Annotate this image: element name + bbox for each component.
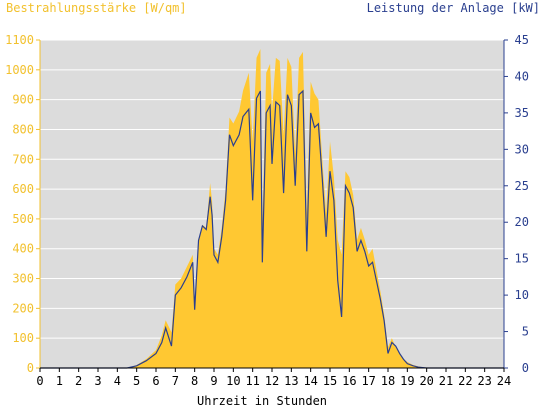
y-left-tick-label: 800: [12, 122, 34, 136]
y-right-tick-label: 45: [515, 33, 529, 47]
y-right-tick-label: 10: [515, 288, 529, 302]
y-right-tick-label: 40: [515, 69, 529, 83]
right-axis-title: Leistung der Anlage [kW]: [367, 1, 540, 15]
x-tick-label: 18: [381, 374, 395, 388]
y-right-tick-label: 35: [515, 106, 529, 120]
x-tick-label: 12: [265, 374, 279, 388]
x-tick-label: 9: [210, 374, 217, 388]
x-tick-label: 20: [419, 374, 433, 388]
x-tick-label: 1: [56, 374, 63, 388]
y-left-tick-label: 200: [12, 301, 34, 315]
x-tick-label: 16: [342, 374, 356, 388]
irradiance-area: [40, 48, 504, 368]
x-tick-label: 2: [75, 374, 82, 388]
x-tick-label: 5: [133, 374, 140, 388]
x-tick-label: 0: [36, 374, 43, 388]
x-tick-label: 21: [439, 374, 453, 388]
y-left-tick-label: 600: [12, 182, 34, 196]
x-tick-label: 19: [400, 374, 414, 388]
y-left-tick-label: 400: [12, 242, 34, 256]
y-left-tick-label: 500: [12, 212, 34, 226]
y-right-tick-label: 0: [522, 361, 529, 375]
y-right-tick-label: 15: [515, 252, 529, 266]
x-tick-label: 23: [477, 374, 491, 388]
x-tick-label: 13: [284, 374, 298, 388]
x-tick-label: 3: [94, 374, 101, 388]
x-tick-label: 24: [497, 374, 511, 388]
x-tick-label: 10: [226, 374, 240, 388]
x-tick-label: 17: [361, 374, 375, 388]
x-tick-label: 11: [245, 374, 259, 388]
x-tick-label: 15: [323, 374, 337, 388]
y-left-tick-label: 100: [12, 331, 34, 345]
x-tick-label: 4: [114, 374, 121, 388]
left-axis-title: Bestrahlungsstärke [W/qm]: [6, 1, 187, 15]
y-left-tick-label: 1000: [5, 63, 34, 77]
x-tick-label: 14: [303, 374, 317, 388]
y-left-tick-label: 0: [27, 361, 34, 375]
y-left-tick-label: 900: [12, 93, 34, 107]
y-right-tick-label: 20: [515, 215, 529, 229]
power-line: [40, 89, 504, 369]
y-left-tick-label: 700: [12, 152, 34, 166]
x-tick-label: 22: [458, 374, 472, 388]
axes: 0100200300400500600700800900100011000510…: [5, 33, 529, 388]
x-tick-label: 6: [152, 374, 159, 388]
x-tick-label: 7: [172, 374, 179, 388]
y-right-tick-label: 30: [515, 142, 529, 156]
y-left-tick-label: 300: [12, 272, 34, 286]
x-tick-label: 8: [191, 374, 198, 388]
x-axis-title: Uhrzeit in Stunden: [197, 394, 327, 408]
series-layer: [40, 48, 504, 369]
y-left-tick-label: 1100: [5, 33, 34, 47]
y-right-tick-label: 25: [515, 179, 529, 193]
y-right-tick-label: 5: [522, 325, 529, 339]
